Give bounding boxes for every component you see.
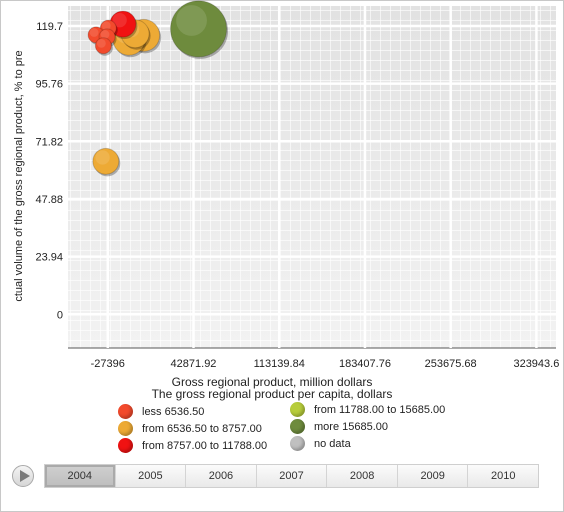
legend-item: more 15685.00 [290,419,388,434]
bubble-highlight [101,21,111,31]
legend-label: more 15685.00 [314,420,388,433]
legend-swatch [290,402,305,417]
year-tab[interactable]: 2005 [116,465,187,487]
y-tick-label: 95.76 [35,79,63,91]
play-icon [20,470,30,482]
bubble-highlight [96,38,106,48]
y-tick-label: 23.94 [35,252,63,264]
legend-swatch [118,438,133,453]
play-button[interactable] [12,465,34,487]
bubble-highlight [112,13,127,28]
legend-label: from 8757.00 to 11788.00 [142,439,268,452]
legend-label: from 11788.00 to 15685.00 [314,403,446,416]
bubbles [87,0,229,177]
y-tick-label: 119.7 [36,21,63,33]
x-tick-label: 113139.84 [254,358,305,370]
year-tab[interactable]: 2009 [398,465,469,487]
x-tick-label: 323943.6 [513,358,559,370]
bubble-highlight [100,30,110,39]
y-tick-label: 71.82 [35,136,63,148]
year-tab[interactable]: 2008 [327,465,398,487]
minor-grid [68,6,556,348]
legend-swatch [290,419,305,434]
bubble-highlight [176,5,207,36]
x-axis-title: Gross regional product, million dollars [172,375,373,389]
year-tab[interactable]: 2010 [491,470,516,482]
year-tab[interactable]: 2004 [45,465,116,487]
timeline: 2004 2005 2006 2007 2008 2009 2010 [12,464,542,490]
legend-label: less 6536.50 [142,405,205,418]
legend-swatch [118,421,133,436]
legend-label: from 6536.50 to 8757.00 [142,422,262,435]
x-tick-label: 253675.68 [425,358,477,370]
bubble[interactable] [170,0,228,58]
legend-item: from 11788.00 to 15685.00 [290,402,445,417]
x-tick-label: -27396 [91,358,125,370]
size-axis-title: The gross regional product per capita, d… [152,387,393,401]
x-tick-label: 183407.76 [339,358,391,370]
bubble[interactable] [92,147,120,175]
year-tab[interactable]: 2006 [186,465,257,487]
y-axis: 119.7 95.76 71.82 47.88 23.94 0 [35,21,556,321]
bubble-highlight [89,28,99,37]
plot-area [68,6,556,348]
x-axis: -27396 42871.92 113139.84 183407.76 253675.6… [68,6,559,370]
legend-item: less 6536.50 [118,404,204,419]
legend-label: no data [314,437,351,450]
bubble[interactable] [94,37,112,55]
y-axis-title: ctual volume of the gross regional produ… [13,50,25,301]
year-selector: 2004 2005 2006 2007 2008 2009 2010 [44,464,539,488]
x-tick-label: 42871.92 [171,358,217,370]
legend-swatch [290,436,305,451]
legend-item: from 8757.00 to 11788.00 [118,438,267,453]
legend-swatch [118,404,133,419]
legend-item: no data [290,436,351,451]
legend: less 6536.50 from 6536.50 to 8757.00 fro… [118,402,458,458]
y-tick-label: 47.88 [35,194,63,206]
year-tab[interactable]: 2007 [257,465,328,487]
legend-item: from 6536.50 to 8757.00 [118,421,262,436]
y-tick-label: 0 [57,309,63,321]
bubble-highlight [95,150,110,165]
